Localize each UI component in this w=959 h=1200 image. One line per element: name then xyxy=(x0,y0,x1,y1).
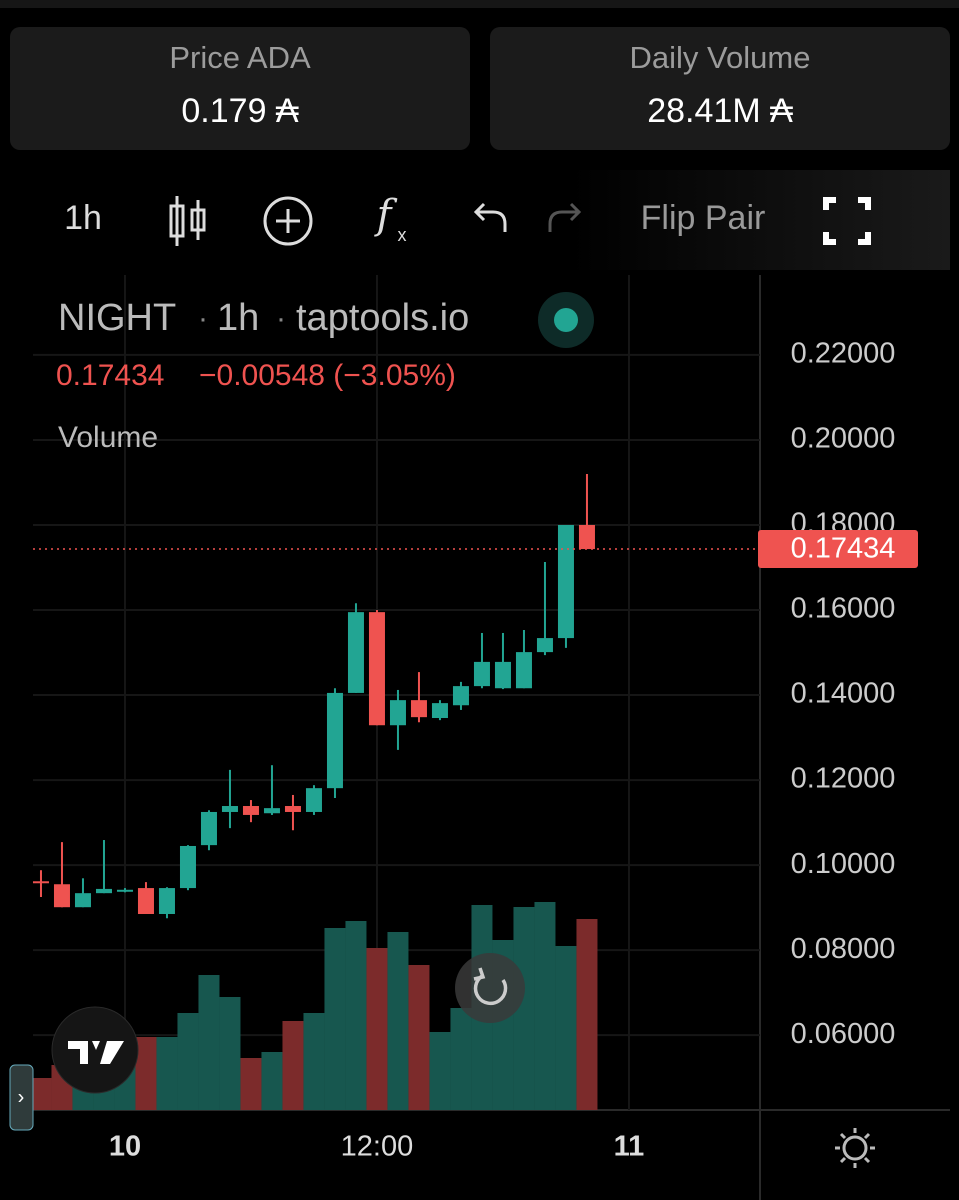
legend-dot: · xyxy=(198,302,208,335)
flip-pair-button[interactable]: Flip Pair xyxy=(641,199,766,237)
x-tick-label: 12:00 xyxy=(341,1131,414,1163)
volume-label: Volume xyxy=(58,421,158,454)
volume-bar xyxy=(198,975,220,1110)
volume-bar xyxy=(366,948,388,1110)
settings-icon[interactable] xyxy=(835,1128,875,1168)
reset-button[interactable] xyxy=(455,953,525,1023)
legend-source: taptools.io xyxy=(296,297,469,339)
candle-body xyxy=(284,806,301,812)
candle-body xyxy=(536,638,553,653)
toolbar xyxy=(0,170,950,270)
candle-body xyxy=(578,524,595,550)
candle-body xyxy=(179,845,196,889)
candle-body xyxy=(473,661,490,687)
card-value: 0.179 ₳ xyxy=(181,92,299,130)
candle-body xyxy=(305,788,322,812)
x-tick-label: 10 xyxy=(109,1131,141,1163)
candle-body xyxy=(242,806,259,815)
candle-body xyxy=(200,811,217,846)
last-price-tag xyxy=(758,530,918,569)
reset-icon xyxy=(473,967,508,1006)
card xyxy=(490,27,950,150)
plot xyxy=(30,275,760,1110)
legend-change: −0.00548 (−3.05%) xyxy=(199,359,456,392)
card-value: 28.41M ₳ xyxy=(647,92,793,130)
volume-bar xyxy=(324,928,346,1110)
redo-icon[interactable] xyxy=(548,202,582,232)
y-tick-label: 0.12000 xyxy=(791,763,896,795)
status-indicator xyxy=(554,308,578,332)
volume-bar xyxy=(450,1008,472,1110)
card-label: Daily Volume xyxy=(630,40,811,75)
candle-body xyxy=(326,692,343,789)
legend-symbol: NIGHT xyxy=(58,297,176,339)
undo-icon[interactable] xyxy=(473,202,507,232)
legend-dot: · xyxy=(276,302,286,335)
y-tick-label: 0.08000 xyxy=(791,933,896,965)
y-tick-label: 0.06000 xyxy=(791,1018,896,1050)
y-tick-label: 0.14000 xyxy=(791,678,896,710)
volume-bar xyxy=(513,907,535,1110)
side-tab[interactable] xyxy=(9,1064,34,1131)
interval-button[interactable]: 1h xyxy=(64,199,102,237)
legend-interval: 1h xyxy=(217,297,259,339)
last-price-label: 0.17434 xyxy=(791,533,896,565)
candle-body xyxy=(95,888,112,894)
volume-bar xyxy=(429,1032,451,1110)
candle-body xyxy=(431,703,448,719)
tradingview-logo[interactable] xyxy=(51,1006,139,1094)
candle-body xyxy=(410,700,427,718)
candle-body xyxy=(221,806,238,812)
volume-bar xyxy=(240,1058,262,1110)
volume-bar xyxy=(30,1078,52,1110)
y-tick-label: 0.16000 xyxy=(791,593,896,625)
volume-bar xyxy=(345,921,367,1110)
candle-body xyxy=(53,884,70,908)
candle-body xyxy=(515,652,532,689)
y-tick-label: 0.22000 xyxy=(791,338,896,370)
legend-last: 0.17434 xyxy=(56,359,164,392)
candle-body xyxy=(557,524,574,639)
volume-bar xyxy=(156,1037,178,1110)
volume-bar xyxy=(576,919,598,1110)
volume-bar xyxy=(261,1052,283,1110)
volume-bar xyxy=(135,1037,157,1110)
add-indicator-icon[interactable] xyxy=(263,196,313,246)
candle-body xyxy=(32,881,49,884)
volume-bar xyxy=(555,946,577,1110)
fullscreen-icon[interactable] xyxy=(823,197,871,245)
x-tick-label: 11 xyxy=(614,1131,645,1163)
candle-body xyxy=(389,700,406,726)
candle-body xyxy=(74,893,91,908)
volume-bar xyxy=(534,902,556,1110)
top-strip xyxy=(0,0,959,8)
candle-body xyxy=(137,888,154,915)
tradingview-mark xyxy=(68,1041,124,1064)
card-label: Price ADA xyxy=(169,40,311,75)
volume-bar xyxy=(303,1013,325,1110)
candle-body xyxy=(494,661,511,689)
volume-bar xyxy=(282,1021,304,1110)
candle-body xyxy=(452,686,469,706)
side-tab-arrow: › xyxy=(18,1086,25,1108)
candle-body xyxy=(116,889,133,892)
svg-text:x: x xyxy=(398,225,407,245)
candle-type-icon[interactable] xyxy=(169,196,206,246)
volume-bar xyxy=(177,1013,199,1110)
candle-body xyxy=(263,808,280,814)
candle-body xyxy=(158,888,175,915)
candle-body xyxy=(368,612,385,726)
y-tick-label: 0.20000 xyxy=(791,423,896,455)
candle-body xyxy=(347,612,364,693)
volume-bar xyxy=(219,997,241,1110)
card xyxy=(10,27,470,150)
volume-bar xyxy=(387,932,409,1110)
y-tick-label: 0.10000 xyxy=(791,848,896,880)
volume-bar xyxy=(408,965,430,1110)
